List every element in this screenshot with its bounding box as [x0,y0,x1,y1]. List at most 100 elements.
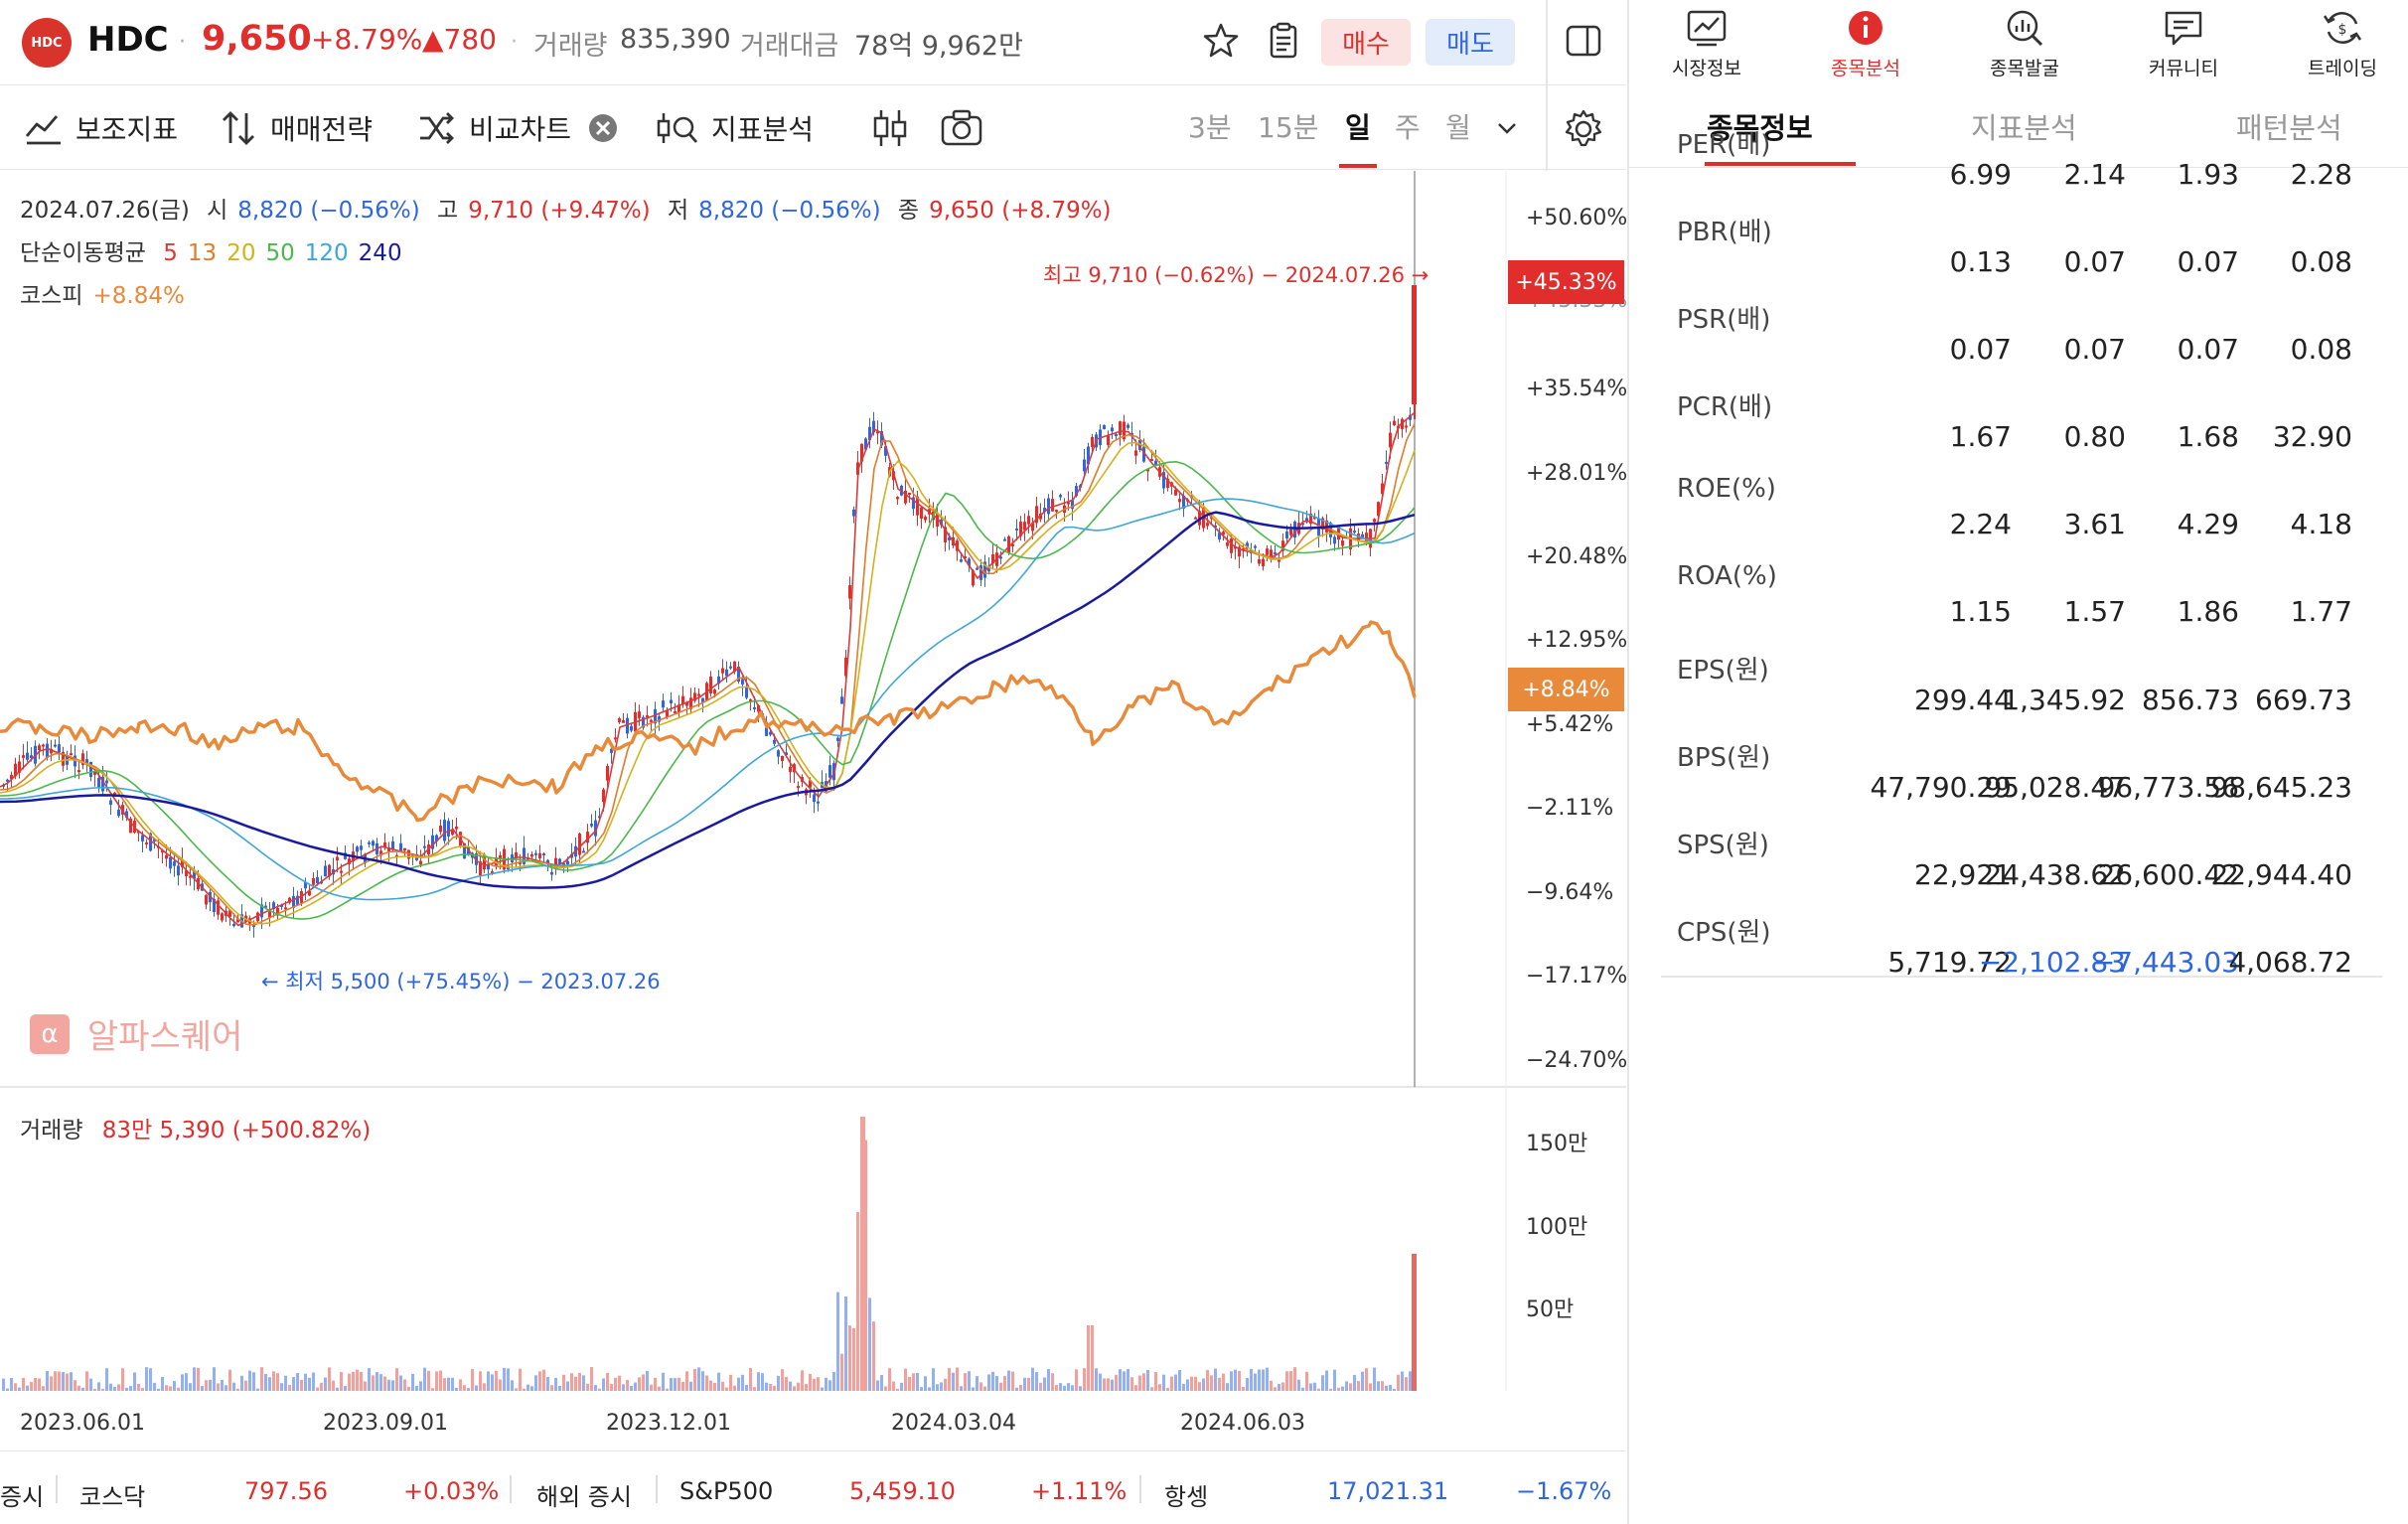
volume-bar [209,1379,212,1391]
volume-bar [46,1370,49,1391]
metric-value: 0.07 [2063,333,2126,366]
candle-body [828,765,831,778]
tab-indicator-analysis[interactable]: 지표분석 [1971,111,2077,145]
nav-trading[interactable]: $ 트레이딩 [2273,8,2408,80]
candle-chart-icon[interactable] [870,106,910,150]
memo-icon[interactable] [1263,20,1304,62]
metric-value: 26,600.42 [2097,858,2239,891]
volume-bar [813,1378,816,1391]
buy-button[interactable]: 매수 [1321,19,1411,66]
period-month[interactable]: 월 [1445,111,1471,144]
volume-bar [566,1381,569,1391]
period-15min[interactable]: 15분 [1258,111,1319,144]
candle-body [848,585,851,599]
ma-periods: 5 13 20 50 120 240 [163,240,411,266]
strategy-button[interactable]: 매매전략 [219,104,373,152]
analysis-button[interactable]: 지표분석 [656,104,814,152]
chart-canvas[interactable] [0,171,1626,1391]
candle-body [630,725,633,731]
tab-pattern-analysis[interactable]: 패턴분석 [2236,111,2342,145]
period-week[interactable]: 주 [1395,111,1421,144]
sell-button[interactable]: 매도 [1426,19,1515,66]
candle-body [674,711,677,714]
volume-bar [54,1371,57,1391]
candle-body [312,877,315,885]
divider [1546,0,1548,171]
active-tab-indicator [1705,162,1856,166]
indicator-button[interactable]: 보조지표 [24,104,178,152]
nav-stock-discovery[interactable]: 종목발굴 [1955,8,2094,80]
volume-bar [916,1373,919,1391]
panel-toggle-icon[interactable] [1563,20,1604,62]
candle-body [813,794,816,803]
volume-bar [503,1367,506,1391]
metric-value: 4.29 [2177,508,2239,540]
candle-body [348,858,351,864]
nav-market-info[interactable]: 시장정보 [1637,8,1776,80]
search-chart-icon [2007,10,2043,47]
volume-bar [868,1297,871,1391]
hangseng-label[interactable]: 항셍 [1164,1483,1209,1511]
candle-body [860,443,863,462]
tab-stock-info[interactable]: 종목정보 [1707,111,1813,145]
volume-bar [852,1327,855,1391]
candle-body [622,719,625,723]
ma-label: 단순이동평균 [20,240,146,266]
chevron-down-icon[interactable] [1495,120,1519,136]
volume-bar [828,1380,831,1391]
candle-body [236,918,239,923]
volume-bar [995,1376,998,1391]
nav-community[interactable]: 커뮤니티 [2114,8,2253,80]
volume-bar [439,1370,442,1391]
volume-bar [884,1386,887,1391]
volume-bar [1023,1377,1026,1391]
metric-value: −7,443.03 [2091,946,2239,979]
candle-body [1015,528,1018,531]
candle-body [304,881,307,889]
ma-period-label: 50 [265,240,295,266]
nav-label: 종목분석 [1831,58,1900,79]
kosdaq-label[interactable]: 코스닥 [79,1483,146,1511]
volume-bar [1083,1368,1086,1391]
candlestick-icon [657,113,698,143]
gear-icon[interactable] [1562,107,1605,151]
volume-bar [252,1372,255,1391]
camera-icon[interactable] [940,108,983,148]
compare-button[interactable]: 비교차트 [417,104,619,152]
volume-bar [38,1378,41,1391]
moving-average-line [0,498,1416,901]
candle-body [383,842,386,847]
volume-bar [336,1387,339,1391]
close-icon[interactable] [587,112,619,144]
candle-body [30,755,33,759]
star-icon[interactable] [1200,20,1242,62]
candle-body [646,715,649,718]
volume-bar [487,1371,490,1391]
volume-bar [387,1379,390,1391]
candle-body [586,832,589,843]
volume-bar [1166,1387,1169,1391]
period-day[interactable]: 일 [1345,111,1371,144]
volume-bar [693,1368,696,1391]
candle-body [725,669,728,677]
candle-body [221,913,224,921]
period-3min[interactable]: 3분 [1188,111,1232,144]
metric-value: 1.86 [2177,595,2239,628]
nav-stock-analysis[interactable]: 종목분석 [1796,8,1935,80]
price-chart[interactable]: 2024.07.26(금) 시 8,820 (−0.56%) 고 9,710 (+9… [0,171,1627,1436]
metric-label: BPS(원) [1677,743,1771,773]
candle-body [1083,459,1086,472]
volume-bar [761,1373,764,1391]
volume-bar [228,1369,231,1391]
trade-amount-value: 78억 9,962만 [854,31,1023,62]
candle-body [677,704,680,713]
volume-bar [956,1367,959,1391]
volume-bar [125,1387,128,1391]
candle-body [1278,559,1280,562]
volume-bar [1099,1373,1102,1391]
sp500-label[interactable]: S&P500 [679,1477,774,1505]
volume-bar [50,1376,53,1391]
volume-bar [1373,1367,1376,1391]
candle-body [944,527,947,542]
nav-label: 시장정보 [1672,58,1741,79]
